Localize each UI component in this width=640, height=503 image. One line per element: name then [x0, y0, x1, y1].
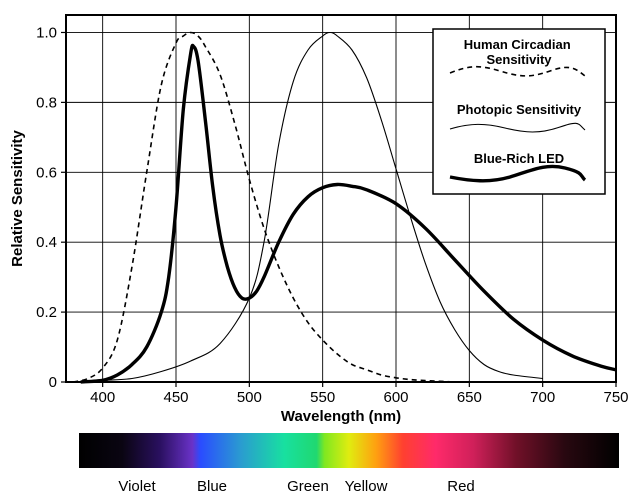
series-line-2	[80, 43, 617, 384]
x-tick-label: 750	[603, 389, 628, 406]
legend-label-led: Blue-Rich LED	[474, 151, 564, 166]
x-tick-label: 400	[90, 389, 115, 406]
y-axis-title: Relative Sensitivity	[9, 129, 26, 266]
legend-swatch-led	[449, 164, 587, 183]
legend: Human Circadian Sensitivity Photopic Sen…	[432, 28, 606, 195]
y-tick-label: 1.0	[36, 24, 57, 41]
spectrum-label: Violet	[118, 478, 156, 495]
y-tick-label: 0.4	[36, 234, 57, 251]
spectrum-label: Yellow	[345, 478, 388, 495]
x-tick-label: 650	[457, 389, 482, 406]
series-group	[73, 31, 617, 384]
x-axis-title: Wavelength (nm)	[281, 408, 401, 425]
spectrum-labels: Violet Blue Green Yellow Red	[118, 478, 474, 495]
y-tick-label: 0.2	[36, 304, 57, 321]
y-tick-label: 0.8	[36, 94, 57, 111]
x-tick-label: 550	[310, 389, 335, 406]
spectrum-label: Red	[447, 478, 475, 495]
series-line-1	[73, 31, 543, 383]
visible-spectrum-bar	[79, 433, 619, 468]
spectrum-label: Green	[287, 478, 329, 495]
legend-box	[432, 28, 606, 195]
x-axis: 400 450 500 550 600 650 700 750	[90, 382, 629, 406]
spectrum-label: Blue	[197, 478, 227, 495]
x-tick-label: 600	[383, 389, 408, 406]
y-tick-label: 0	[49, 374, 57, 391]
x-tick-label: 450	[163, 389, 188, 406]
x-tick-label: 700	[530, 389, 555, 406]
legend-swatch-photopic	[449, 122, 586, 133]
legend-swatch-circadian	[449, 65, 586, 77]
legend-label-circadian: Human Circadian Sensitivity	[464, 37, 575, 67]
series-line-0	[73, 31, 455, 383]
y-tick-label: 0.6	[36, 164, 57, 181]
legend-label-photopic: Photopic Sensitivity	[457, 102, 582, 117]
y-axis: 0 0.2 0.4 0.6 0.8 1.0	[36, 24, 66, 391]
x-tick-label: 500	[237, 389, 262, 406]
plot-frame	[65, 14, 617, 383]
